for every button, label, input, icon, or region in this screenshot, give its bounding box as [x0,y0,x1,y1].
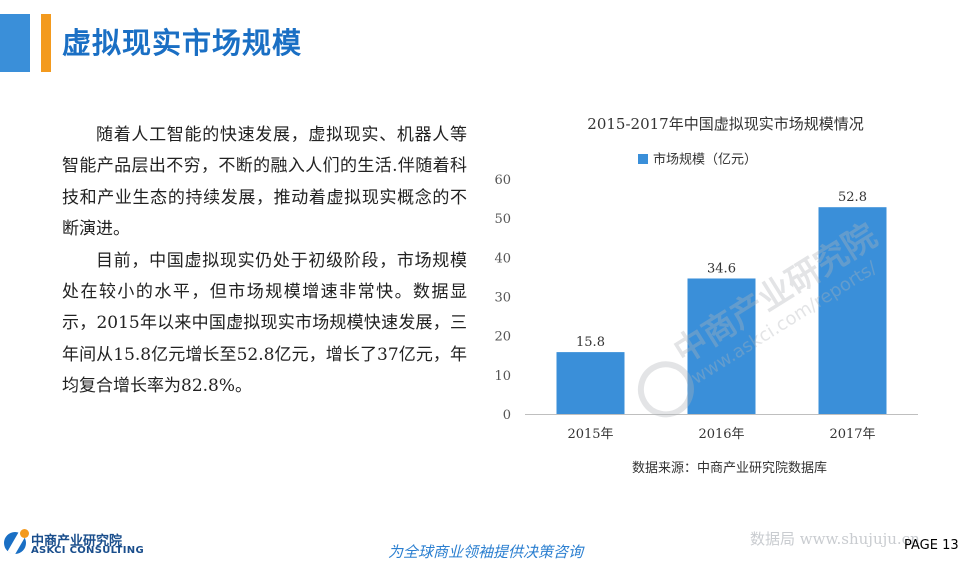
paragraph-1: 随着人工智能的快速发展，虚拟现实、机器人等智能产品层出不穷，不断的融入人们的生活… [62,125,467,240]
chart-title: 2015-2017年中国虚拟现实市场规模情况 [587,115,863,133]
logo-icon [4,529,29,554]
y-tick-label: 10 [494,369,511,384]
x-tick-label: 2017年 [829,427,875,442]
bar [556,352,625,414]
bar [818,207,887,414]
legend-label: 市场规模（亿元） [653,152,757,168]
logo-cn: 中商产业研究院 [31,534,123,549]
data-label: 15.8 [576,335,605,350]
data-label: 34.6 [707,261,736,276]
paragraph-2: 目前，中国虚拟现实仍处于初级阶段，市场规模处在较小的水平，但市场规模增速非常快。… [62,250,467,397]
logo-en: ASKCI CONSULTING [31,545,144,556]
y-tick-label: 30 [494,291,511,306]
accent-stripe [41,14,51,72]
company-logo: 中商产业研究院 ASKCI CONSULTING [4,529,144,558]
slogan: 为全球商业领袖提供决策咨询 [388,543,584,561]
chart-source: 数据来源：中商产业研究院数据库 [632,460,827,476]
y-tick-label: 40 [494,251,511,266]
y-tick-label: 0 [503,408,511,423]
legend-swatch [638,154,648,164]
bar [687,278,756,414]
y-tick-label: 60 [494,173,511,188]
y-tick-label: 20 [494,330,511,345]
page-title: 虚拟现实市场规模 [62,26,303,60]
page-number: PAGE 13 [904,538,959,553]
data-label: 52.8 [838,190,867,205]
x-tick-label: 2015年 [567,427,613,442]
site-watermark: 数据局 www.shujuju.cn [750,530,920,548]
y-tick-label: 50 [494,212,511,227]
bar-chart: 2015-2017年中国虚拟现实市场规模情况市场规模（亿元） 0 10 20 30 40 5… [470,105,950,485]
accent-bar [0,14,30,72]
body-text: 随着人工智能的快速发展，虚拟现实、机器人等智能产品层出不穷，不断的融入人们的生活… [62,120,467,403]
x-tick-label: 2016年 [698,427,744,442]
